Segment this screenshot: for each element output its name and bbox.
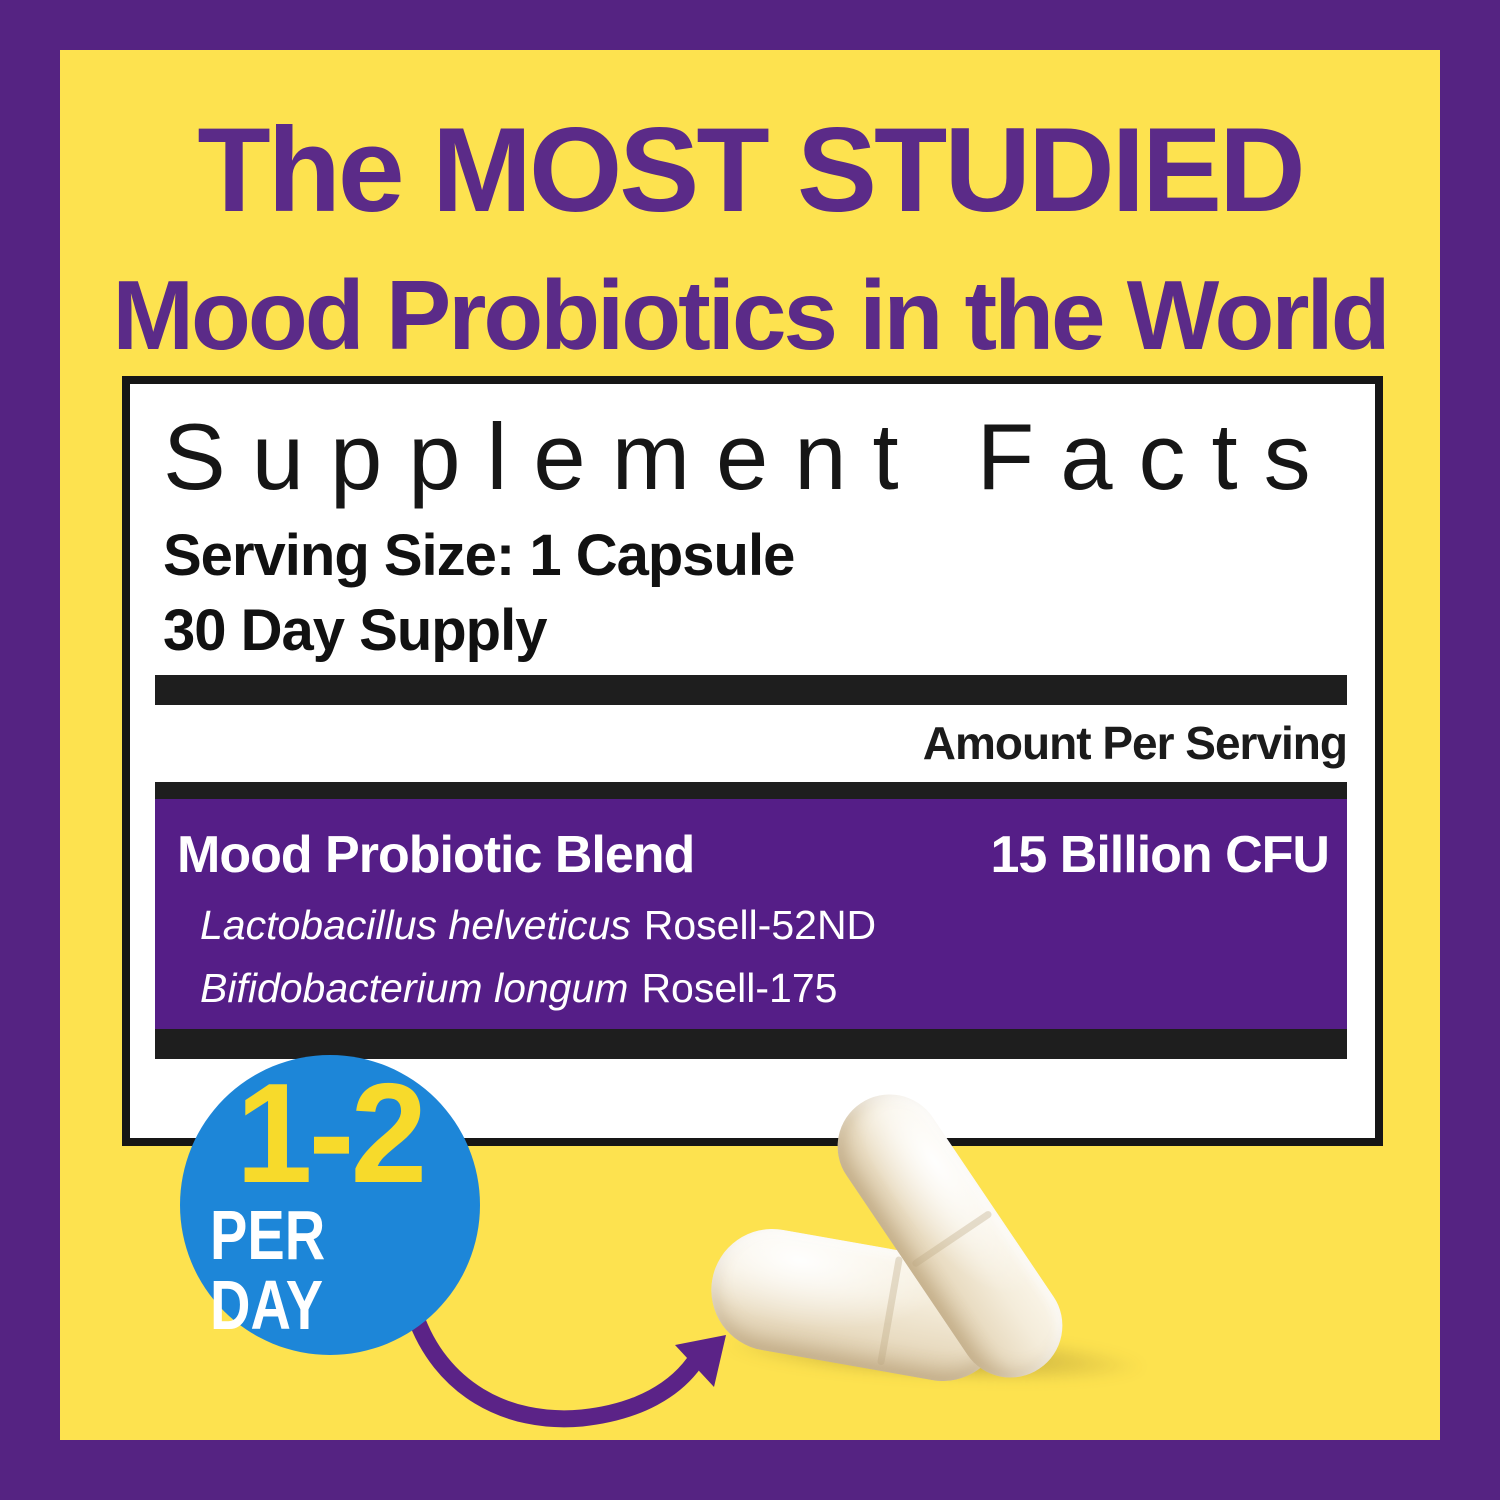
blend-header-row: Mood Probiotic Blend 15 Billion CFU [155, 799, 1347, 881]
dosage-badge: 1-2 PER DAY [180, 1055, 480, 1355]
page-title-line1: The MOST STUDIED [197, 103, 1305, 237]
dosage-label: PER DAY [210, 1195, 326, 1344]
strain-species: Bifidobacterium longum [200, 965, 629, 1011]
strain-line: Lactobacillus helveticus Rosell-52ND [200, 905, 1347, 946]
blend-name: Mood Probiotic Blend [177, 826, 695, 884]
divider-bar-thick [155, 675, 1347, 705]
supplement-facts-panel: Supplement Facts Serving Size: 1 Capsule… [122, 376, 1383, 1146]
amount-per-serving-label: Amount Per Serving [922, 717, 1348, 769]
page-title-line2: Mood Probiotics in the World [112, 260, 1390, 370]
day-supply-text: 30 Day Supply [163, 598, 547, 663]
curved-arrow-icon [406, 1306, 726, 1428]
dosage-count: 1-2 [236, 1054, 427, 1214]
capsule-seam [911, 1209, 993, 1268]
probiotic-blend-band: Mood Probiotic Blend 15 Billion CFU Lact… [155, 799, 1347, 1029]
strain-id: Rosell-175 [641, 965, 838, 1011]
strain-id: Rosell-52ND [643, 902, 877, 948]
strain-species: Lactobacillus helveticus [200, 902, 631, 948]
strain-line: Bifidobacterium longum Rosell-175 [200, 968, 1347, 1009]
blend-amount: 15 Billion CFU [990, 826, 1330, 884]
capsule-seam [877, 1256, 903, 1366]
divider-bar-thin [155, 782, 1347, 799]
supplement-facts-title: Supplement Facts [163, 404, 1337, 509]
divider-bar-bottom [155, 1029, 1347, 1059]
serving-size-text: Serving Size: 1 Capsule [163, 523, 795, 588]
